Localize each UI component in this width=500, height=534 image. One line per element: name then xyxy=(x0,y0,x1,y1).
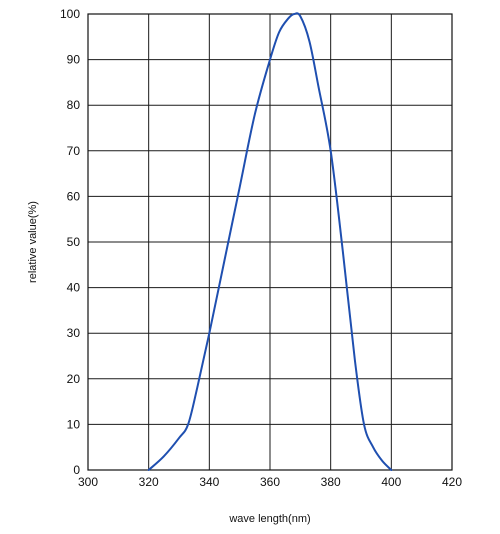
y-tick-label: 40 xyxy=(67,281,81,295)
x-axis-label: wave length(nm) xyxy=(228,513,310,525)
y-tick-label: 50 xyxy=(67,235,81,249)
y-tick-label: 10 xyxy=(67,417,81,431)
x-tick-label: 300 xyxy=(78,475,98,489)
y-tick-label: 20 xyxy=(67,372,81,386)
y-tick-label: 70 xyxy=(67,144,81,158)
x-tick-label: 340 xyxy=(199,475,219,489)
grid xyxy=(87,13,453,471)
series-layer xyxy=(147,12,393,471)
x-tick-label: 380 xyxy=(321,475,341,489)
x-tick-label: 320 xyxy=(139,475,159,489)
y-tick-label: 60 xyxy=(67,189,81,203)
x-tick-label: 400 xyxy=(381,475,401,489)
y-axis-ticks: 0 10 20 30 40 50 60 70 80 90 100 xyxy=(60,7,80,477)
plot-area-frame xyxy=(87,13,453,471)
y-tick-label: 100 xyxy=(60,7,80,21)
y-axis-label: relative value(%) xyxy=(27,201,39,283)
series-line xyxy=(147,12,393,471)
y-tick-label: 80 xyxy=(67,98,81,112)
x-tick-label: 360 xyxy=(260,475,280,489)
x-tick-label: 420 xyxy=(442,475,462,489)
y-tick-label: 30 xyxy=(67,326,81,340)
y-tick-label: 90 xyxy=(67,53,81,67)
y-tick-label: 0 xyxy=(73,463,80,477)
x-axis-ticks: 300 320 340 360 380 400 420 xyxy=(78,475,462,489)
